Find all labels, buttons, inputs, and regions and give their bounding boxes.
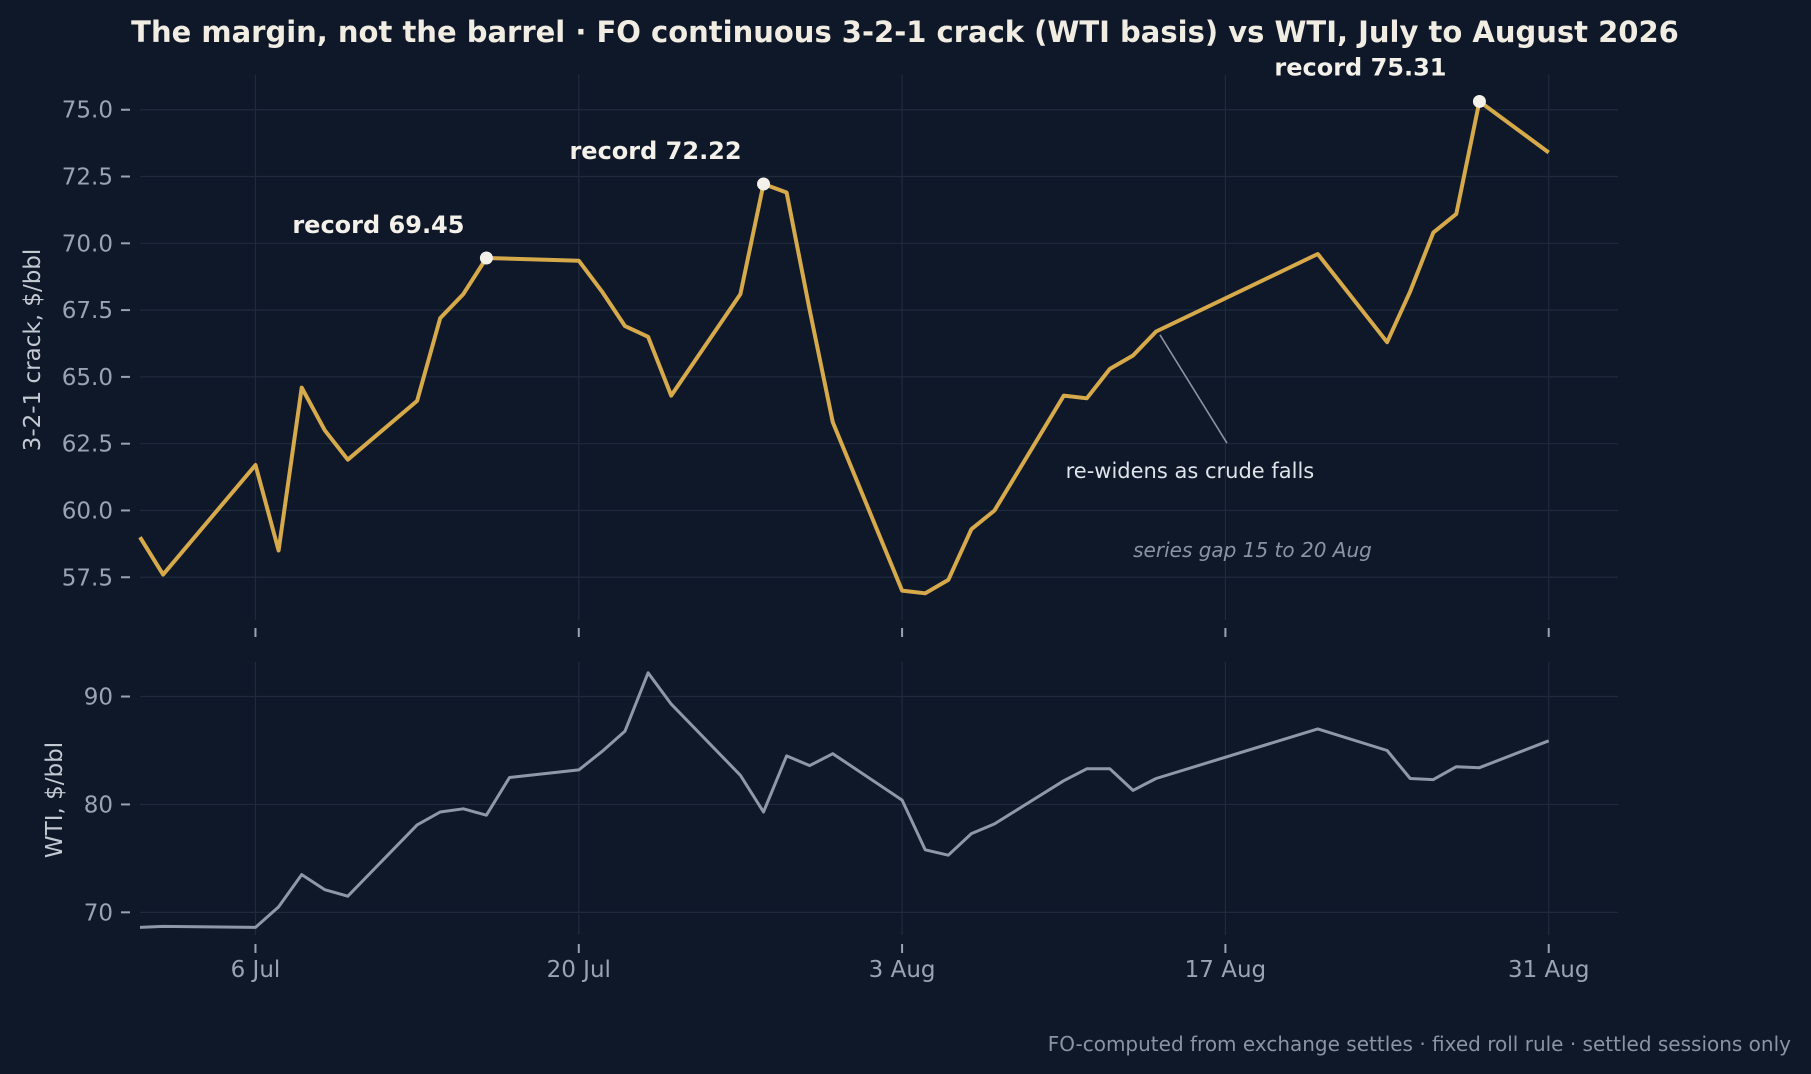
record-marker [1472,94,1486,108]
x-tick-label: 20 Jul [547,957,611,983]
top-y-tick-labels: 57.5 60.0 62.5 65.0 67.5 70.0 72.5 75.0 [62,98,130,591]
record-marker [479,251,493,265]
top-y-tick-label: 65.0 [62,365,113,391]
x-tick-label: 17 Aug [1185,957,1267,983]
bottom-y-tick-labels: 70 80 90 [84,685,130,926]
x-tick-label: 31 Aug [1508,957,1590,983]
top-y-tick-label: 67.5 [62,298,113,324]
top-y-tick-label: 62.5 [62,432,113,458]
annotation-pointer-line [1159,334,1228,444]
bottom-y-tick-label: 80 [84,792,113,818]
annotation-rewidens: re-widens as crude falls [1066,459,1315,483]
bottom-y-axis-label: WTI, $/bbl [42,742,68,858]
crack-series-line [138,99,1550,596]
x-tick-label: 3 Aug [869,957,936,983]
record-label: record 75.31 [1274,53,1446,81]
top-y-tick-label: 57.5 [62,565,113,591]
top-y-tick-label: 70.0 [62,231,113,257]
top-y-tick-label: 75.0 [62,98,113,124]
x-tick-labels: 6 Jul 20 Jul 3 Aug 17 Aug 31 Aug [231,628,1590,983]
bottom-y-tick-label: 70 [84,900,113,926]
annotation-series-gap: series gap 15 to 20 Aug [1133,538,1372,562]
record-markers: record 69.45 record 72.22 record 75.31 [292,53,1486,265]
bottom-y-tick-label: 90 [84,685,113,711]
top-panel-grid [140,75,1618,620]
bottom-panel-grid [140,662,1618,935]
top-y-axis-label: 3-2-1 crack, $/bbl [20,249,46,452]
wti-series-line [139,671,1550,929]
chart-title: The margin, not the barrel · FO continuo… [131,15,1679,49]
top-y-tick-label: 72.5 [62,165,113,191]
record-label: record 72.22 [569,137,741,165]
top-y-tick-label: 60.0 [62,498,113,524]
x-tick-label: 6 Jul [231,957,281,983]
record-marker [757,177,771,191]
chart-footer: FO-computed from exchange settles · fixe… [1048,1032,1791,1056]
record-label: record 69.45 [292,211,464,239]
